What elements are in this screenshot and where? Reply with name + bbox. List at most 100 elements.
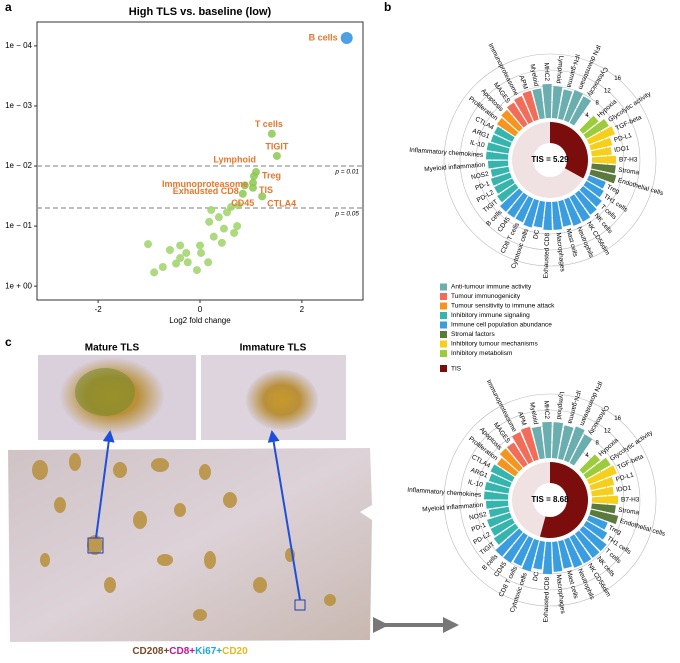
legend-swatch [440, 293, 447, 300]
bar [515, 196, 534, 223]
bar [490, 134, 512, 148]
bar [591, 163, 616, 174]
bar [543, 201, 552, 230]
point [150, 268, 159, 277]
bar [579, 525, 607, 552]
category-label: DC [532, 571, 541, 582]
category-label: PD-1 [474, 180, 491, 192]
bar [579, 185, 602, 207]
point [205, 217, 214, 226]
point [267, 129, 276, 138]
point-label: CTLA4 [267, 199, 296, 209]
stain-caption: CD208+CD8+Ki67+CD20 [132, 646, 248, 657]
point [240, 181, 249, 190]
point [217, 238, 226, 247]
category-label: APM [516, 411, 527, 427]
bar [495, 528, 523, 557]
bar [488, 160, 509, 169]
center-label: TIS = 5.29 [531, 155, 569, 164]
r-tick-label: 4 [585, 113, 589, 119]
bar [569, 96, 592, 126]
bar [486, 151, 509, 160]
bar [507, 192, 528, 218]
bar [589, 509, 619, 525]
bar [494, 178, 515, 194]
point [234, 201, 243, 210]
category-label: MHC2 [542, 63, 550, 82]
point-label: TIGIT [265, 141, 288, 151]
bar [574, 530, 600, 558]
category-label: Lymphoid [555, 391, 565, 420]
image-blob [246, 370, 318, 430]
y-tick-label: 1e − 02 [5, 161, 32, 170]
bar [488, 473, 512, 488]
point [238, 189, 247, 198]
bar [583, 180, 604, 198]
legend-swatch [440, 350, 447, 357]
bar [496, 117, 519, 137]
bar [558, 199, 572, 227]
bar [506, 102, 528, 128]
point [192, 266, 201, 275]
bar [586, 515, 608, 530]
point [165, 245, 174, 254]
bar [499, 448, 523, 472]
y-tick-label: 1e + 00 [5, 281, 32, 290]
legend-label: TIS [451, 366, 462, 373]
bar [591, 155, 616, 164]
point [158, 263, 167, 272]
stain-part: Ki67+ [195, 646, 222, 657]
category-label: IL-10 [467, 479, 483, 489]
bar [551, 86, 563, 119]
category-label: Inflammatory chemokines [409, 147, 484, 159]
point-label: TIS [259, 185, 273, 195]
stain-part: CD208+ [132, 646, 169, 657]
r-tick-label: 8 [596, 101, 600, 107]
bar [493, 523, 519, 545]
category-label: B7-H3 [619, 157, 638, 164]
legend-label: Immune cell population abundance [451, 322, 552, 329]
bar [531, 426, 545, 460]
ring [443, 53, 657, 267]
bar [589, 169, 617, 184]
bar [522, 90, 539, 122]
category-label: B7-H3 [621, 497, 640, 504]
bar [532, 88, 545, 120]
category-label: Myeloid inflammation [422, 502, 484, 514]
bar [533, 200, 546, 228]
category-label: IDO1 [616, 485, 632, 494]
category-label: MHC2 [542, 401, 550, 420]
bar [497, 183, 519, 203]
bar [569, 534, 592, 564]
r-tick-label: 12 [604, 88, 611, 94]
bar [512, 432, 534, 464]
category-label: PD-L1 [613, 132, 633, 144]
category-label: IDO1 [614, 145, 630, 154]
point [249, 172, 258, 181]
bar [583, 520, 608, 540]
bar [558, 425, 574, 461]
bar [503, 532, 528, 563]
y-tick-label: 1e − 01 [5, 221, 32, 230]
category-label: Macrophages [554, 232, 565, 273]
bar [487, 512, 512, 528]
point [176, 241, 185, 250]
point [182, 248, 191, 257]
microscopy: Mature TLS Immature TLS CD208+CD8+Ki67+C… [8, 343, 459, 657]
stain-part: CD8+ [169, 646, 195, 657]
bar [563, 90, 583, 123]
bar [583, 457, 611, 479]
point [183, 258, 192, 267]
legend-swatch [440, 283, 447, 291]
category-label: IFN-gamma [566, 389, 581, 424]
legend-swatch [440, 312, 447, 319]
bar [558, 89, 573, 121]
center-label: TIS = 8.68 [531, 495, 569, 504]
bar [486, 500, 509, 509]
bar [564, 197, 582, 226]
category-label: DC [532, 229, 541, 240]
bar [490, 464, 515, 482]
tissue-spots [32, 453, 336, 621]
